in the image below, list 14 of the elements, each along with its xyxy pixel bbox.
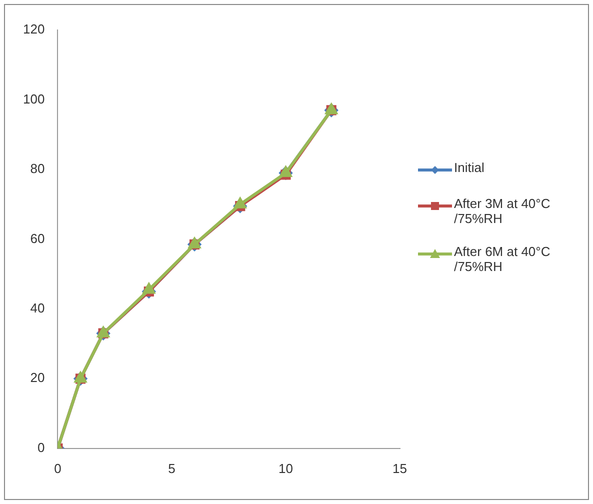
y-tick-label: 20 [30,370,45,386]
x-tick-label: 0 [54,460,62,476]
y-tick-label: 80 [30,161,45,176]
y-tick-label: 60 [30,230,45,246]
x-tick-label: 15 [392,460,408,476]
x-tick-label: 5 [168,460,176,476]
legend-label: After 6M at 40°C /75%RH [454,244,552,274]
legend-label: After 3M at 40°C /75%RH [454,196,552,226]
y-tick-label: 0 [37,440,45,455]
legend-label: Initial [454,160,484,175]
x-tick-label: 10 [278,460,293,476]
y-tick-label: 100 [22,91,45,106]
y-tick-label: 40 [30,300,45,316]
y-tick-label: 120 [22,22,45,37]
